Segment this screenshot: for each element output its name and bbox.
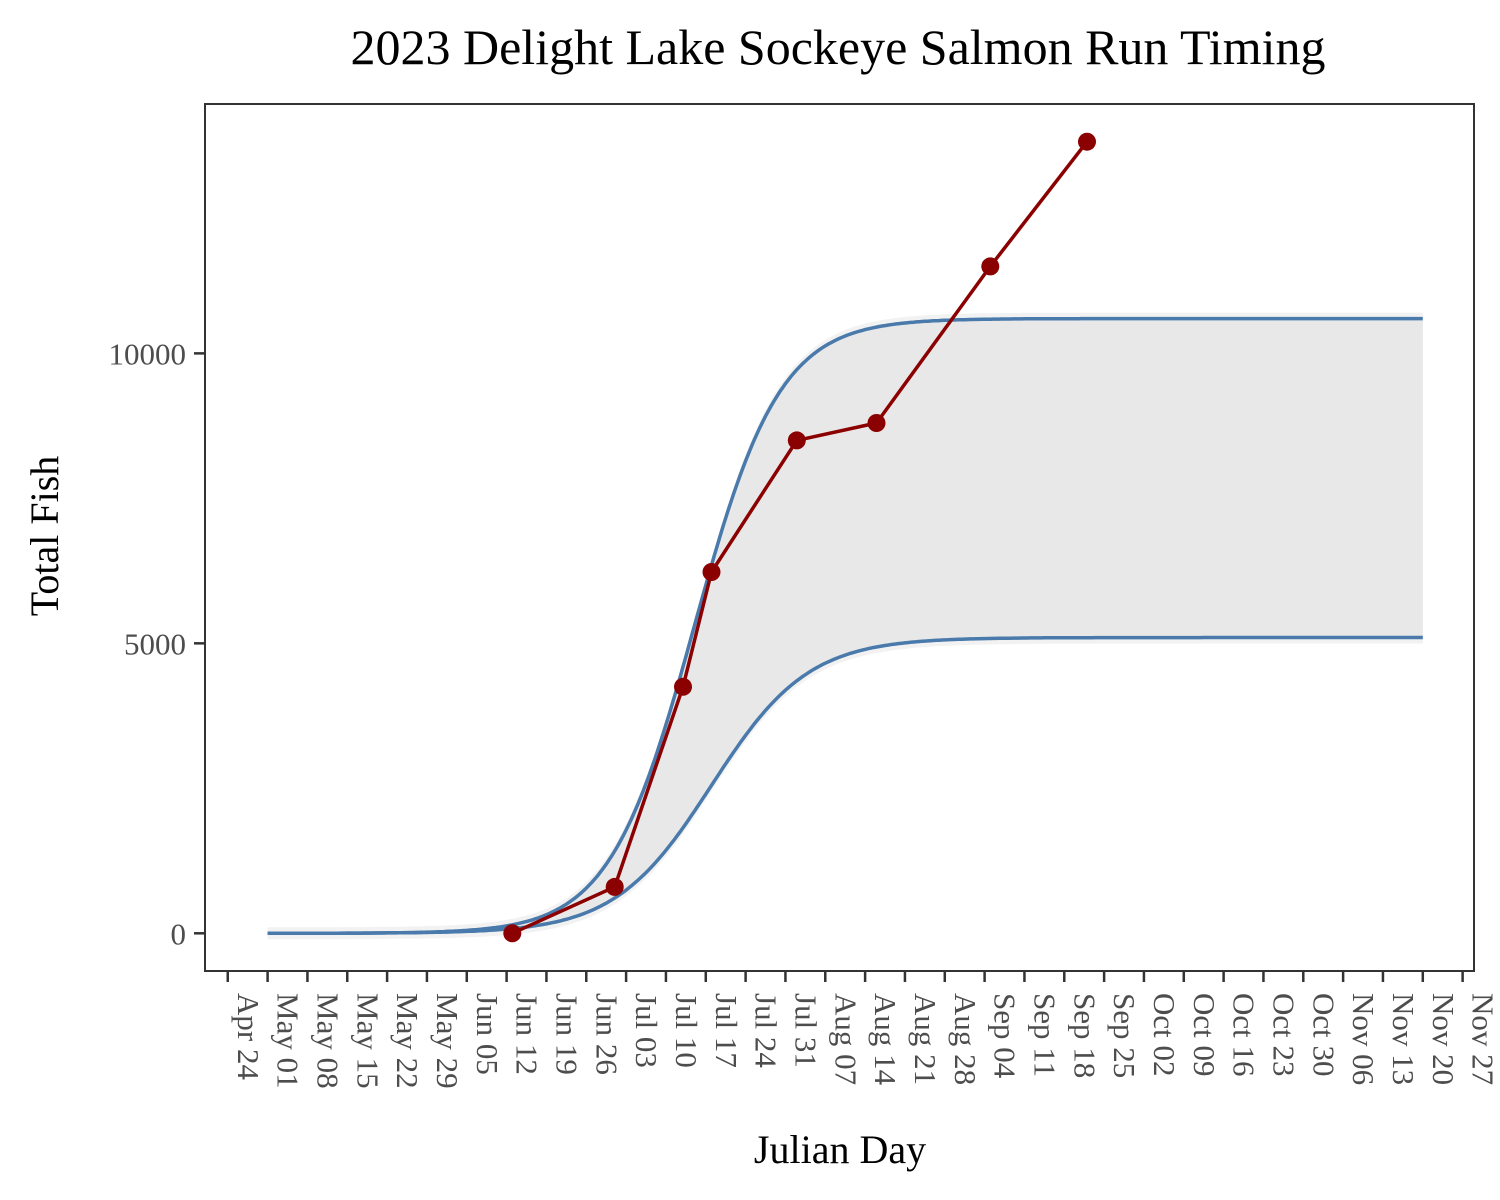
x-tick-label-31: Nov 20 [1426, 993, 1461, 1085]
x-tick-label-22: Sep 18 [1067, 993, 1102, 1078]
x-tick-label-16: Aug 07 [828, 993, 863, 1085]
x-tick-label-5: May 22 [390, 993, 425, 1089]
x-tick-label-18: Aug 21 [908, 993, 943, 1085]
x-tick-label-8: Jun 12 [510, 993, 545, 1075]
x-tick-label-3: May 08 [310, 993, 345, 1089]
x-tick-label-21: Sep 11 [1027, 993, 1062, 1077]
observed-point-8 [1078, 132, 1096, 151]
x-axis-label: Julian Day [754, 1127, 926, 1172]
x-tick-label-9: Jun 19 [549, 993, 584, 1075]
observed-point-6 [867, 414, 886, 432]
observed-point-1 [503, 924, 522, 943]
observed-point-5 [787, 431, 806, 450]
y-tick-label-5000: 5000 [124, 626, 186, 661]
x-tick-label-25: Oct 09 [1187, 993, 1222, 1077]
x-tick-label-15: Jul 31 [788, 993, 823, 1068]
x-tick-label-26: Oct 16 [1227, 993, 1262, 1077]
x-tick-label-2: May 01 [271, 993, 306, 1089]
observed-point-4 [702, 563, 721, 581]
x-tick-label-7: Jun 05 [470, 993, 505, 1075]
x-tick-label-30: Nov 13 [1386, 993, 1421, 1085]
x-tick-label-1: Apr 24 [231, 993, 266, 1080]
chart-title: 2023 Delight Lake Sockeye Salmon Run Tim… [351, 19, 1326, 75]
x-tick-label-28: Oct 30 [1306, 993, 1341, 1077]
x-tick-label-13: Jul 17 [709, 993, 744, 1068]
observed-point-3 [674, 677, 692, 696]
lower-model-curve [267, 635, 1423, 936]
x-tick-label-23: Sep 25 [1107, 993, 1142, 1078]
x-tick-label-19: Aug 28 [948, 993, 983, 1085]
x-tick-label-12: Jul 10 [669, 993, 704, 1068]
y-axis-label: Total Fish [22, 456, 67, 617]
x-tick-label-17: Aug 14 [868, 993, 903, 1086]
x-tick-label-14: Jul 24 [749, 993, 784, 1068]
x-tick-label-11: Jul 03 [629, 993, 664, 1068]
x-tick-label-29: Nov 06 [1346, 993, 1381, 1085]
x-tick-label-32: Nov 27 [1466, 993, 1500, 1085]
x-tick-label-24: Oct 02 [1147, 993, 1182, 1077]
confidence-band [267, 318, 1423, 934]
x-tick-label-4: May 15 [350, 993, 385, 1089]
observed-line [511, 140, 1089, 935]
y-tick-label-0: 0 [171, 916, 187, 951]
x-tick-label-27: Oct 23 [1266, 993, 1301, 1077]
x-tick-label-20: Sep 04 [988, 993, 1023, 1079]
x-tick-label-10: Jun 26 [589, 993, 624, 1075]
observed-point-7 [981, 257, 1000, 276]
y-tick-label-10000: 10000 [109, 336, 187, 371]
x-tick-label-6: May 29 [430, 993, 465, 1089]
observed-point-2 [605, 877, 624, 896]
plot-border [204, 103, 1475, 972]
